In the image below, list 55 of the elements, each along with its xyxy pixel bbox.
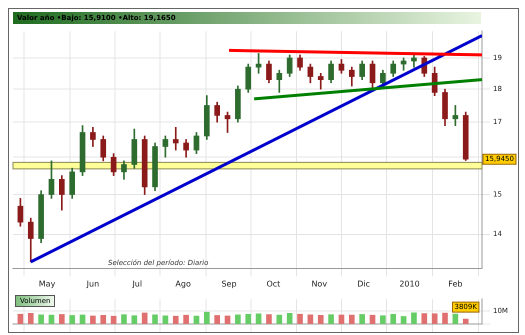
bar: [380, 315, 386, 324]
bar: [183, 314, 189, 324]
bar: [204, 312, 210, 324]
bar: [266, 314, 272, 324]
bar: [90, 316, 96, 324]
bar: [400, 316, 406, 324]
bar: [58, 314, 65, 324]
bar: [297, 314, 303, 324]
x-tick-label: Jun: [86, 279, 100, 288]
bar: [462, 318, 469, 324]
x-tick-label: Sep: [221, 279, 237, 288]
bar: [359, 314, 365, 324]
bar: [80, 314, 86, 324]
bar: [390, 314, 396, 324]
bar: [411, 312, 417, 324]
bar: [172, 316, 179, 324]
bar: [245, 314, 252, 324]
x-tick-label: 2010: [399, 279, 420, 288]
bar: [214, 315, 220, 324]
x-tick-label: Oct: [266, 279, 280, 288]
bar: [348, 314, 355, 324]
x-tick-label: Dic: [357, 279, 370, 288]
bar: [28, 312, 34, 324]
bar: [286, 312, 292, 324]
bar: [442, 312, 448, 324]
bar: [318, 315, 324, 324]
bar: [308, 314, 314, 324]
bar: [100, 315, 106, 324]
x-tick-label: May: [38, 279, 56, 288]
bar: [121, 314, 127, 324]
x-tick-label: Feb: [448, 279, 462, 288]
bar: [432, 313, 438, 324]
bar: [131, 315, 138, 324]
bar: [256, 313, 262, 324]
bar: [194, 316, 200, 324]
bar: [142, 312, 148, 324]
x-tick-label: Ago: [175, 279, 191, 288]
bar: [152, 314, 158, 324]
bar: [18, 314, 24, 324]
bar: [235, 314, 241, 324]
candlestick: [224, 112, 230, 133]
bar: [162, 315, 168, 324]
bar: [69, 315, 76, 324]
bar: [370, 314, 376, 324]
x-tick-label: Nov: [311, 279, 328, 288]
bar: [48, 314, 54, 324]
bar: [224, 316, 230, 324]
bar: [338, 314, 344, 324]
bar: [421, 313, 428, 324]
bar: [452, 314, 458, 324]
bar: [328, 314, 334, 324]
x-tick-label: Jul: [131, 279, 142, 288]
bar: [276, 314, 282, 324]
bar: [110, 316, 116, 324]
bar: [38, 314, 44, 324]
